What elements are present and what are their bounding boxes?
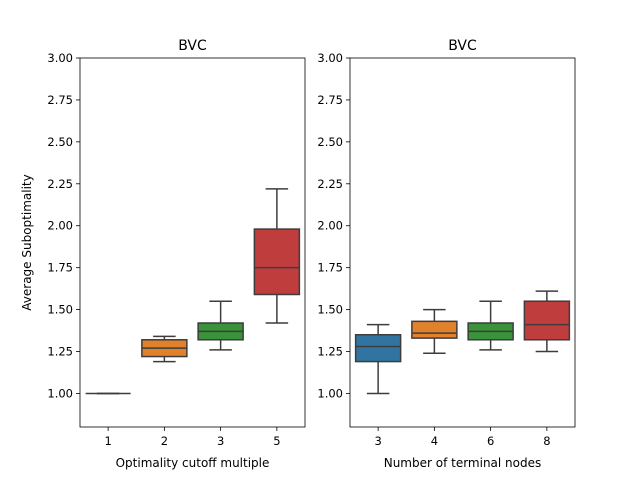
x-tick-label: 8: [543, 434, 550, 448]
axes-frame: [349, 57, 576, 428]
axes-frame: [79, 57, 306, 428]
y-tick-label: 1.75: [317, 261, 343, 275]
x-tick-label: 4: [431, 434, 438, 448]
box-6: [467, 300, 514, 351]
x-axis-label: Optimality cutoff multiple: [116, 456, 270, 470]
y-tick-label: 1.50: [317, 303, 343, 317]
y-tick-label: 1.25: [317, 345, 343, 359]
box-3: [354, 323, 402, 395]
y-tick-label: 2.25: [317, 177, 343, 191]
box-5: [253, 188, 301, 324]
x-tick-label: 3: [217, 434, 224, 448]
chart-panel-1: BVC 1.00 1.25 1.50 1.75 2.00 2.25 2.50 2.75 3.00 1…: [20, 38, 306, 470]
box-4: [411, 308, 458, 354]
y-tick-label: 3.00: [317, 51, 343, 65]
chart-title: BVC: [178, 38, 207, 54]
x-tick-label: 3: [374, 434, 381, 448]
y-tick-label: 2.75: [47, 93, 73, 107]
x-axis-label: Number of terminal nodes: [384, 456, 542, 470]
y-tick-label: 1.50: [47, 303, 73, 317]
y-tick-label: 1.00: [317, 386, 343, 400]
x-tick-label: 2: [161, 434, 168, 448]
box-body: [253, 228, 301, 296]
x-tick-label: 6: [487, 434, 494, 448]
y-tick-label: 2.00: [317, 219, 343, 233]
y-tick-label: 2.50: [47, 135, 73, 149]
chart-panel-2: BVC 1.00 1.25 1.50 1.75 2.00 2.25 2.50 2.75 3.00 3…: [317, 38, 576, 470]
box-body: [354, 334, 402, 363]
y-tick-label: 2.75: [317, 93, 343, 107]
y-tick-label: 3.00: [47, 51, 73, 65]
y-tick-label: 1.75: [47, 261, 73, 275]
y-tick-label: 2.25: [47, 177, 73, 191]
box-body: [411, 320, 458, 339]
x-tick-label: 5: [273, 434, 280, 448]
y-axis-label: Average Suboptimality: [20, 174, 34, 310]
box-body: [523, 300, 571, 341]
y-tick-label: 1.25: [47, 345, 73, 359]
y-tick-label: 2.50: [317, 135, 343, 149]
chart-title: BVC: [448, 38, 477, 54]
y-tick-label: 1.00: [47, 386, 73, 400]
x-tick-label: 1: [104, 434, 111, 448]
box-3: [197, 300, 244, 351]
box-2: [141, 335, 188, 363]
y-tick-label: 2.00: [47, 219, 73, 233]
box-8: [523, 290, 571, 353]
